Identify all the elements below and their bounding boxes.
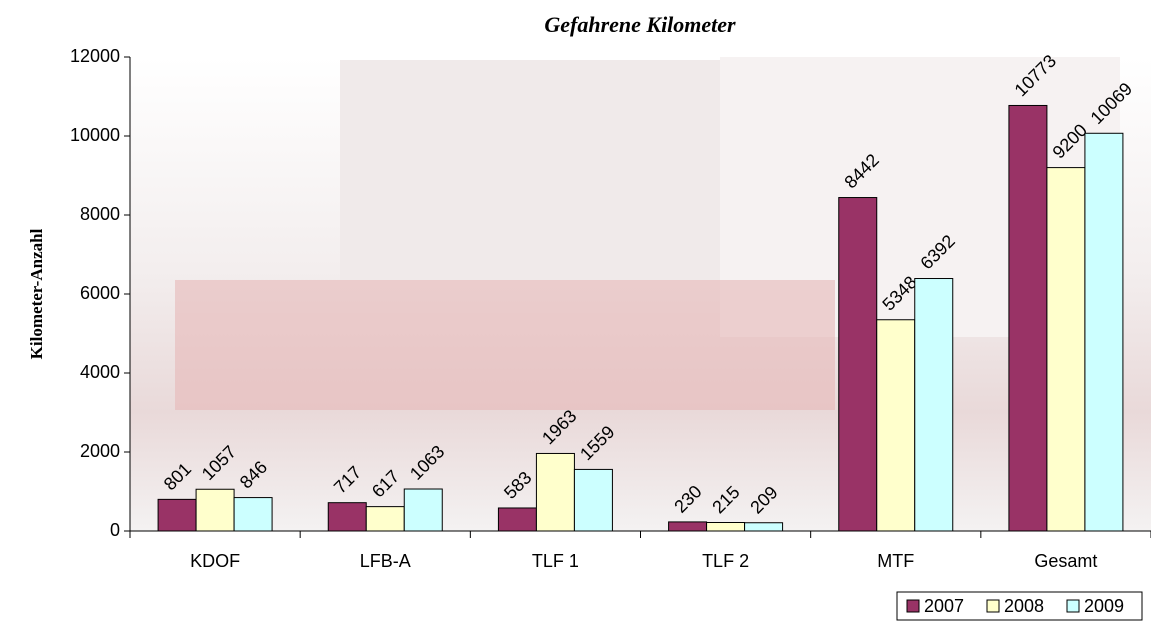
legend-swatch: [1066, 599, 1080, 613]
bar: [497, 507, 537, 532]
legend-swatch: [906, 599, 920, 613]
bar: [744, 522, 784, 532]
bar: [876, 319, 916, 532]
x-tick-label: LFB-A: [360, 551, 411, 571]
bar: [157, 498, 197, 532]
vehicles: [175, 280, 835, 410]
chart-title: Gefahrene Kilometer: [544, 12, 736, 37]
x-tick-label: Gesamt: [1034, 551, 1097, 571]
x-tick-label: TLF 2: [702, 551, 749, 571]
y-tick-label: 0: [110, 520, 120, 540]
x-tick-label: TLF 1: [532, 551, 579, 571]
y-tick-label: 8000: [80, 204, 120, 224]
legend-label: 2007: [924, 596, 964, 616]
bar: [1084, 132, 1124, 532]
x-tick-label: MTF: [877, 551, 914, 571]
bar: [365, 506, 405, 532]
bar: [195, 488, 235, 532]
y-tick-label: 12000: [70, 46, 120, 66]
bar: [233, 497, 273, 532]
legend-label: 2009: [1084, 596, 1124, 616]
y-tick-label: 4000: [80, 362, 120, 382]
bar: [327, 502, 367, 532]
legend-box: [896, 591, 1143, 621]
legend-label: 2008: [1004, 596, 1044, 616]
bar: [1008, 104, 1048, 532]
bar: [535, 452, 575, 532]
bar: [668, 521, 708, 532]
legend-swatch: [986, 599, 1000, 613]
y-tick-label: 10000: [70, 125, 120, 145]
bar: [838, 197, 878, 532]
bar: [914, 278, 954, 532]
building: [340, 60, 720, 280]
bar: [706, 522, 746, 532]
bar: [1046, 167, 1086, 532]
bar: [573, 468, 613, 532]
y-axis-label: Kilometer-Anzahl: [27, 228, 46, 359]
x-tick-label: KDOF: [190, 551, 240, 571]
y-tick-label: 2000: [80, 441, 120, 461]
y-tick-label: 6000: [80, 283, 120, 303]
bar: [403, 488, 443, 532]
